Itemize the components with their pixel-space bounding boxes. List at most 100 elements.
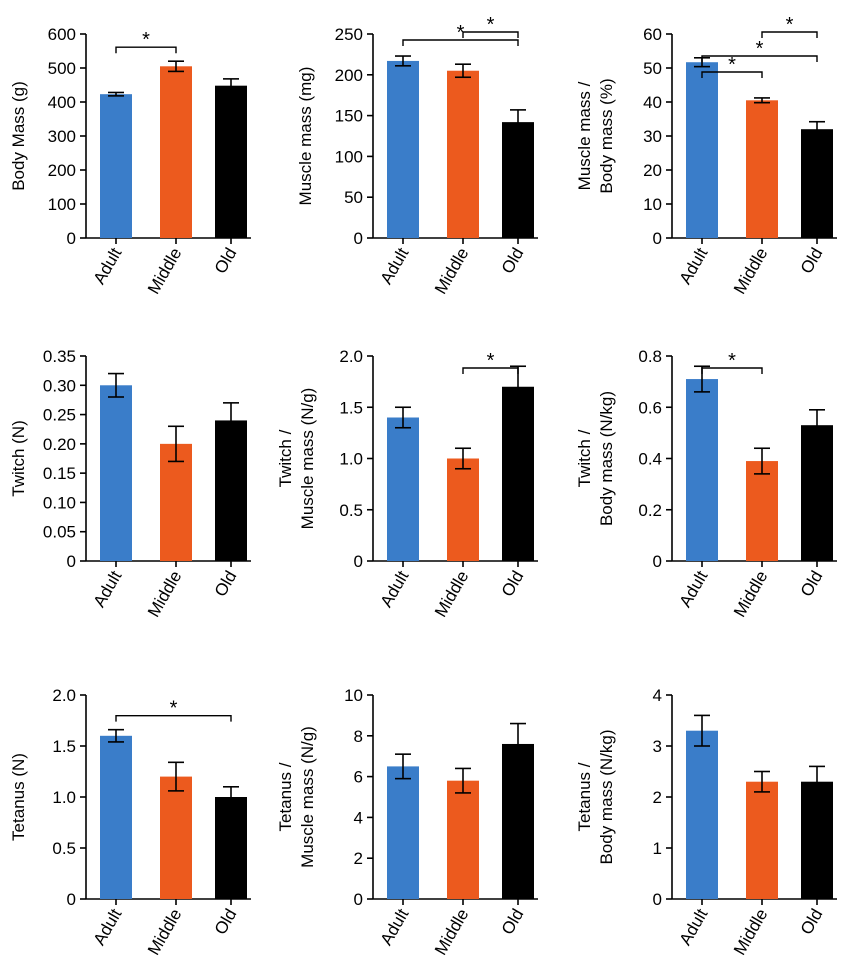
significance-star: * — [487, 350, 495, 372]
x-tick-label: Middle — [144, 568, 186, 621]
chart-panel-9: 0 1 2 3 4 Tetanus / Body mass (N/kg) Adult Middl… — [575, 686, 837, 958]
y-tick-label: 200 — [48, 161, 76, 180]
y-axis-title: Muscle mass (mg) — [296, 67, 315, 206]
y-tick-label: 0.05 — [43, 523, 76, 542]
y-tick-label: 6 — [354, 768, 363, 787]
y-tick-label: 50 — [643, 59, 662, 78]
bar-old — [502, 122, 534, 238]
bar-middle — [746, 781, 778, 899]
x-tick-label: Adult — [676, 905, 712, 948]
y-axis-title: Muscle mass / — [575, 81, 594, 190]
x-tick-label: Adult — [676, 244, 712, 287]
y-axis-title: Twitch / — [575, 429, 594, 487]
x-tick-label: Middle — [144, 245, 186, 298]
y-tick-label: 250 — [335, 25, 363, 44]
x-tick-label: Adult — [90, 567, 126, 610]
y-tick-label: 0.25 — [43, 406, 76, 425]
y-tick-label: 2.0 — [339, 347, 363, 366]
chart-panel-3: 0 10 20 30 40 50 60 Muscle mass / Body mass (%) A… — [575, 14, 837, 297]
x-tick-label: Old — [498, 906, 528, 938]
x-tick-label: Middle — [730, 245, 772, 298]
y-tick-label: 40 — [643, 93, 662, 112]
y-tick-label: 60 — [643, 25, 662, 44]
bar-adult — [387, 766, 419, 899]
bar-middle — [746, 461, 778, 561]
y-axis-title: Tetanus / — [575, 762, 594, 831]
y-tick-label: 0 — [354, 552, 363, 571]
y-tick-label: 50 — [344, 188, 363, 207]
y-tick-label: 0 — [354, 890, 363, 909]
significance-star: * — [728, 350, 736, 372]
y-axis-title: Body mass (N/kg) — [597, 729, 616, 864]
y-tick-label: 0.6 — [638, 398, 662, 417]
significance-star: * — [142, 29, 150, 51]
x-tick-label: Middle — [144, 906, 186, 959]
significance-star: * — [786, 14, 794, 36]
x-tick-label: Old — [211, 245, 241, 277]
chart-panel-2: 0 50 100 150 200 250 Muscle mass (mg) Adult Midd… — [296, 14, 538, 297]
significance-star: * — [728, 54, 736, 76]
y-tick-label: 30 — [643, 127, 662, 146]
y-tick-label: 0 — [67, 552, 76, 571]
x-tick-label: Middle — [730, 906, 772, 959]
x-tick-label: Middle — [431, 906, 473, 959]
bar-adult — [686, 379, 718, 561]
y-tick-label: 0.35 — [43, 347, 76, 366]
y-tick-label: 0 — [67, 890, 76, 909]
bar-middle — [160, 443, 192, 561]
y-tick-label: 1 — [653, 839, 662, 858]
y-tick-label: 0.2 — [638, 501, 662, 520]
significance-bracket — [701, 71, 763, 78]
y-tick-label: 300 — [48, 127, 76, 146]
y-tick-label: 0.8 — [638, 347, 662, 366]
significance-bracket — [115, 46, 177, 54]
x-tick-label: Adult — [377, 567, 413, 610]
y-tick-label: 0.5 — [52, 839, 76, 858]
y-tick-label: 20 — [643, 161, 662, 180]
y-axis-title: Body mass (%) — [597, 78, 616, 193]
bar-middle — [160, 776, 192, 899]
significance-bracket — [761, 31, 818, 38]
bar-adult — [387, 417, 419, 561]
bar-adult — [686, 730, 718, 899]
x-tick-label: Adult — [90, 905, 126, 948]
x-tick-label: Old — [797, 906, 827, 938]
x-tick-label: Old — [211, 568, 241, 600]
chart-panel-8: 0 2 4 6 8 10 Tetanus / Muscle mass (N/g) Adult Mi… — [276, 686, 538, 958]
x-tick-label: Adult — [377, 905, 413, 948]
y-tick-label: 500 — [48, 59, 76, 78]
y-tick-label: 2.0 — [52, 686, 76, 705]
bar-middle — [447, 70, 479, 238]
chart-panel-1: 0 100 200 300 400 500 600 Body Mass (g) Adult Mid… — [9, 25, 251, 297]
y-tick-label: 10 — [643, 195, 662, 214]
significance-bracket — [115, 714, 232, 722]
y-tick-label: 100 — [335, 147, 363, 166]
significance-star: * — [170, 698, 178, 720]
y-axis-title: Body mass (N/kg) — [597, 391, 616, 526]
x-tick-label: Old — [498, 568, 528, 600]
y-tick-label: 0.5 — [339, 501, 363, 520]
x-tick-label: Adult — [377, 244, 413, 287]
y-tick-label: 400 — [48, 93, 76, 112]
y-tick-label: 3 — [653, 737, 662, 756]
y-tick-label: 200 — [335, 66, 363, 85]
y-tick-label: 0.10 — [43, 493, 76, 512]
significance-star: * — [756, 38, 764, 60]
y-tick-label: 0.20 — [43, 435, 76, 454]
y-tick-label: 0 — [653, 229, 662, 248]
y-axis-title: Tetanus (N) — [9, 753, 28, 841]
bar-adult — [100, 94, 132, 239]
x-tick-label: Old — [498, 245, 528, 277]
bar-old — [215, 797, 247, 899]
bar-adult — [100, 735, 132, 899]
bar-adult — [387, 60, 419, 238]
y-tick-label: 0.15 — [43, 464, 76, 483]
bar-middle — [746, 100, 778, 238]
significance-star: * — [487, 14, 495, 36]
y-tick-label: 1.0 — [339, 450, 363, 469]
y-axis-title: Body Mass (g) — [9, 81, 28, 191]
significance-bracket — [402, 39, 519, 46]
significance-bracket — [701, 367, 763, 374]
y-tick-label: 0 — [653, 552, 662, 571]
significance-bracket — [701, 55, 818, 62]
